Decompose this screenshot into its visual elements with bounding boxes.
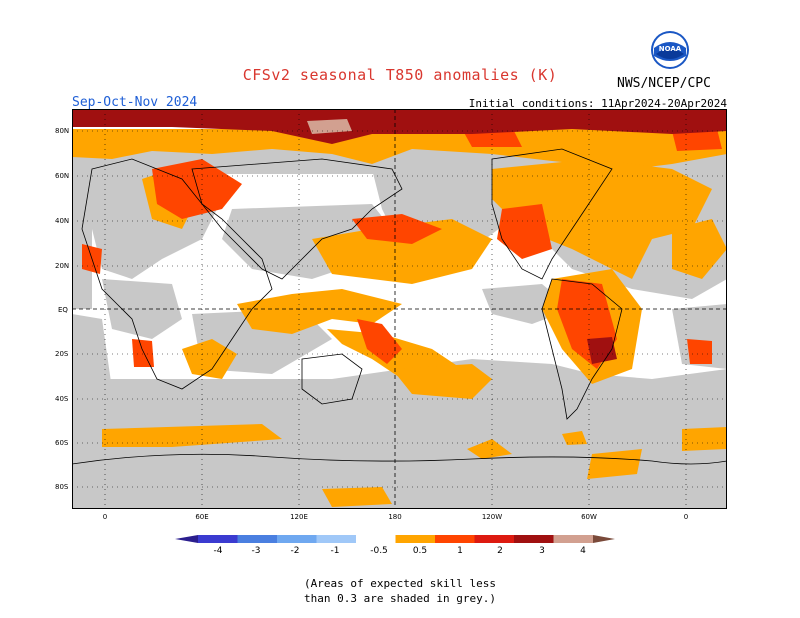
legend-label: 2 (497, 546, 503, 556)
lat-label: 20N (55, 262, 70, 270)
color-legend (175, 535, 615, 543)
legend-swatch (277, 535, 317, 543)
chart-title: CFSv2 seasonal T850 anomalies (K) (242, 66, 558, 84)
legend-arrow-right (593, 535, 615, 543)
legend-label: -3 (251, 546, 261, 556)
coastlines (72, 148, 727, 465)
noaa-logo: NOAA (651, 31, 689, 69)
lon-label: 120W (481, 513, 503, 521)
legend-swatch (553, 535, 593, 543)
legend-label: 3 (539, 546, 545, 556)
legend-swatch (395, 535, 435, 543)
legend-label: 0.5 (412, 546, 428, 556)
legend-label: 1 (457, 546, 463, 556)
anomaly-3-to-4 (307, 119, 352, 134)
lat-label: 80S (55, 483, 69, 491)
legend-swatch (316, 535, 356, 543)
organization-label: NWS/NCEP/CPC (617, 76, 711, 91)
legend-label: -1 (330, 546, 340, 556)
initial-conditions-label: Initial conditions: 11Apr2024-20Apr2024 (468, 97, 727, 110)
legend-swatch (356, 535, 396, 543)
lat-label: 60N (55, 172, 70, 180)
lat-label: 40N (55, 217, 70, 225)
skill-note: (Areas of expected skill less than 0.3 a… (0, 576, 800, 606)
legend-swatch (198, 535, 238, 543)
season-label: Sep-Oct-Nov 2024 (72, 95, 198, 110)
legend-label: -0.5 (370, 546, 388, 556)
legend-swatch (237, 535, 277, 543)
skill-note-line1: (Areas of expected skill less (303, 577, 497, 590)
lon-label: 0 (683, 513, 689, 521)
legend-arrow-left (175, 535, 198, 543)
noaa-logo-text: NOAA (659, 45, 682, 53)
legend-label: 4 (580, 546, 586, 556)
skill-note-line2: than 0.3 are shaded in grey.) (303, 592, 497, 605)
legend-swatch (435, 535, 475, 543)
legend-bar (175, 535, 615, 543)
anomaly-map (72, 109, 727, 509)
lon-label: 0 (102, 513, 108, 521)
lat-label: 40S (55, 395, 69, 403)
legend-swatch (474, 535, 514, 543)
lon-label: 120E (290, 513, 308, 521)
legend-label: -2 (290, 546, 300, 556)
lon-label: 180 (388, 513, 402, 521)
lat-label: 80N (55, 127, 70, 135)
legend-swatch (514, 535, 554, 543)
legend-label: -4 (213, 546, 223, 556)
lon-label: 60W (581, 513, 597, 521)
lon-label: 60E (195, 513, 209, 521)
lat-label: EQ (58, 306, 68, 314)
anomaly-2-to-3 (72, 109, 727, 364)
lat-label: 20S (55, 350, 69, 358)
lat-label: 60S (55, 439, 69, 447)
